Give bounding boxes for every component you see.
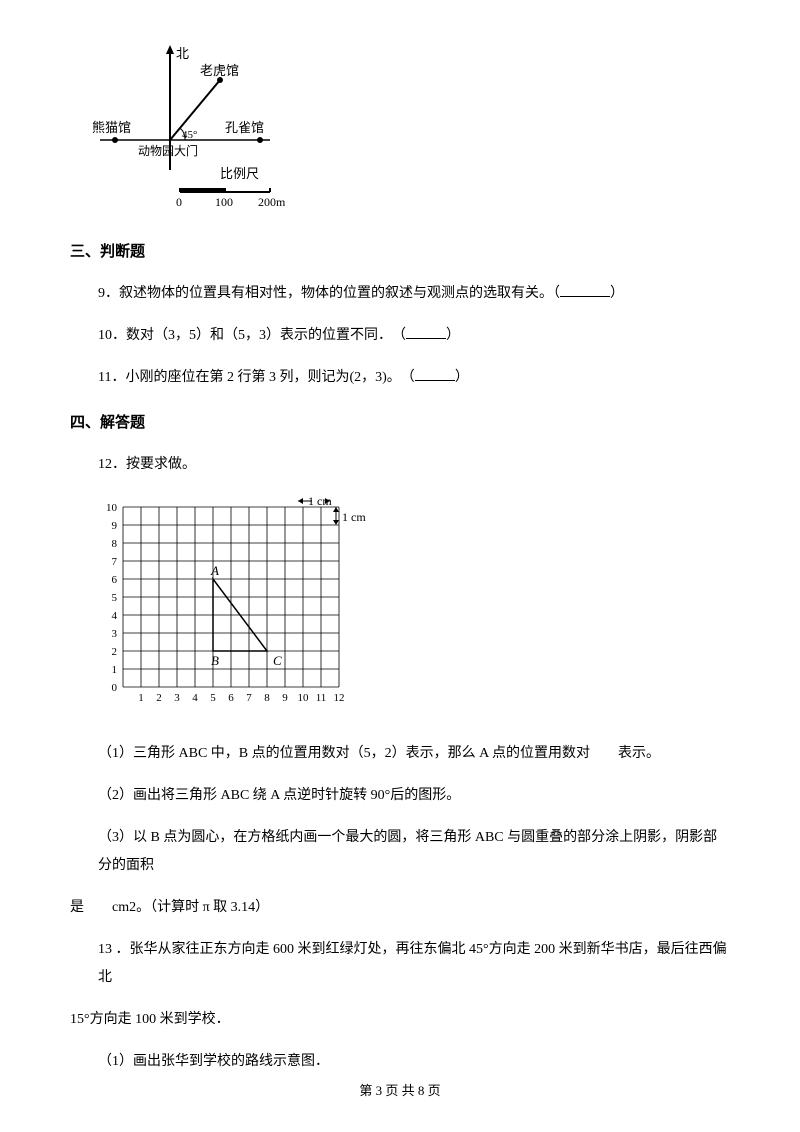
scale-200: 200m bbox=[258, 195, 286, 209]
q13-part1: （1）画出张华到学校的路线示意图． bbox=[98, 1048, 730, 1076]
map-diagram: 北 老虎馆 熊猫馆 孔雀馆 45° 动物园大门 比例尺 0 100 200m bbox=[90, 40, 730, 219]
peacock-label: 孔雀馆 bbox=[225, 120, 264, 135]
q11-end: ） bbox=[455, 370, 469, 385]
angle-label: 45° bbox=[182, 129, 197, 141]
q9-text: 9．叙述物体的位置具有相对性，物体的位置的叙述与观测点的选取有关。（ bbox=[98, 286, 560, 301]
section-4-title: 四、解答题 bbox=[70, 410, 730, 437]
q10-blank bbox=[406, 323, 446, 339]
question-10: 10．数对（3，5）和（5，3）表示的位置不同． （ ） bbox=[98, 322, 730, 350]
svg-text:1: 1 bbox=[138, 692, 144, 704]
svg-text:2: 2 bbox=[156, 692, 162, 704]
q9-end: ） bbox=[610, 286, 624, 301]
question-12: 12．按要求做。 bbox=[98, 451, 730, 479]
question-9: 9．叙述物体的位置具有相对性，物体的位置的叙述与观测点的选取有关。（ ） bbox=[98, 280, 730, 308]
svg-text:6: 6 bbox=[228, 692, 234, 704]
svg-text:1: 1 bbox=[112, 664, 118, 676]
svg-text:12: 12 bbox=[334, 692, 345, 704]
svg-text:C: C bbox=[273, 653, 282, 668]
scale-100: 100 bbox=[215, 195, 233, 209]
q10-end: ） bbox=[446, 328, 460, 343]
tiger-label: 老虎馆 bbox=[200, 63, 239, 78]
svg-text:0: 0 bbox=[112, 682, 118, 694]
gate-label: 动物园大门 bbox=[138, 143, 198, 158]
q13-b: 15°方向走 100 米到学校． bbox=[70, 1006, 730, 1034]
q11-text: 11．小刚的座位在第 2 行第 3 列，则记为(2，3)。 （ bbox=[98, 370, 415, 385]
svg-text:A: A bbox=[210, 563, 219, 578]
svg-text:3: 3 bbox=[174, 692, 180, 704]
north-label: 北 bbox=[176, 46, 189, 61]
q11-blank bbox=[415, 365, 455, 381]
q12-part3b: 是 cm2。（计算时 π 取 3.14） bbox=[70, 894, 730, 922]
cm-label-2: 1 cm bbox=[342, 510, 366, 524]
q9-blank bbox=[560, 281, 610, 297]
svg-text:3: 3 bbox=[112, 628, 118, 640]
question-11: 11．小刚的座位在第 2 行第 3 列，则记为(2，3)。 （ ） bbox=[98, 364, 730, 392]
svg-text:8: 8 bbox=[264, 692, 270, 704]
q13-a: 13 ．张华从家往正东方向走 600 米到红绿灯处，再往东偏北 45°方向走 2… bbox=[98, 936, 730, 992]
scale-label: 比例尺 bbox=[220, 166, 259, 181]
svg-text:4: 4 bbox=[112, 610, 118, 622]
svg-text:11: 11 bbox=[316, 692, 327, 704]
grid-diagram: 109876543210123456789101112ABC 1 cm 1 cm bbox=[98, 493, 730, 722]
page-footer: 第 3 页 共 8 页 bbox=[0, 1079, 800, 1102]
svg-text:B: B bbox=[211, 653, 219, 668]
q12-part3a: （3）以 B 点为圆心，在方格纸内画一个最大的圆，将三角形 ABC 与圆重叠的部… bbox=[98, 824, 730, 880]
svg-text:9: 9 bbox=[282, 692, 288, 704]
q12-part2: （2）画出将三角形 ABC 绕 A 点逆时针旋转 90°后的图形。 bbox=[98, 782, 730, 810]
svg-text:4: 4 bbox=[192, 692, 198, 704]
q10-text: 10．数对（3，5）和（5，3）表示的位置不同． （ bbox=[98, 328, 406, 343]
svg-text:6: 6 bbox=[112, 574, 118, 586]
svg-text:5: 5 bbox=[112, 592, 118, 604]
q12-part1: （1）三角形 ABC 中，B 点的位置用数对（5，2）表示，那么 A 点的位置用… bbox=[98, 740, 730, 768]
section-3-title: 三、判断题 bbox=[70, 239, 730, 266]
svg-text:5: 5 bbox=[210, 692, 216, 704]
svg-text:10: 10 bbox=[298, 692, 310, 704]
svg-text:8: 8 bbox=[112, 538, 118, 550]
panda-label: 熊猫馆 bbox=[92, 120, 131, 135]
svg-text:7: 7 bbox=[112, 556, 118, 568]
svg-text:10: 10 bbox=[106, 502, 118, 514]
svg-text:2: 2 bbox=[112, 646, 118, 658]
svg-text:7: 7 bbox=[246, 692, 252, 704]
scale-0: 0 bbox=[176, 195, 182, 209]
svg-text:9: 9 bbox=[112, 520, 118, 532]
